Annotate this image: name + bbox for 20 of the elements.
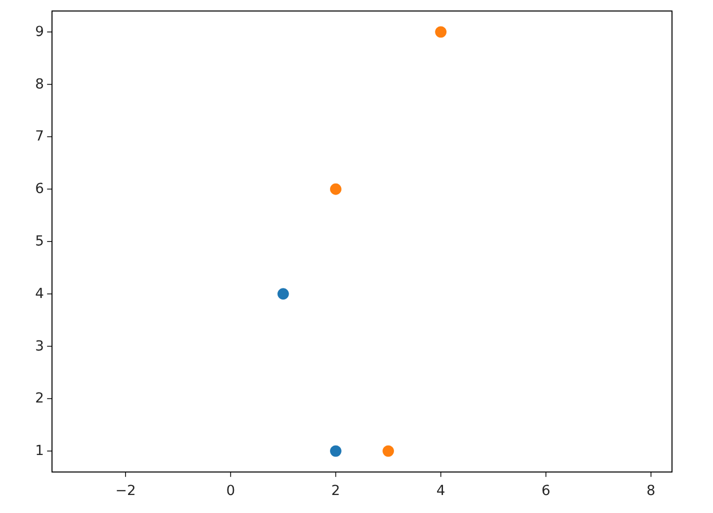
y-tick-label: 7 bbox=[35, 128, 44, 145]
y-tick-label: 3 bbox=[35, 338, 44, 354]
point bbox=[434, 26, 448, 38]
point bbox=[329, 444, 342, 458]
y-tick-label: 2 bbox=[35, 390, 44, 407]
point bbox=[382, 444, 395, 458]
y-tick-label: 1 bbox=[35, 443, 44, 460]
x-tick-label: 6 bbox=[541, 482, 550, 499]
y-tick-label: 6 bbox=[35, 181, 44, 198]
y-tick-label: 8 bbox=[35, 76, 44, 92]
x-tick-label: 8 bbox=[646, 482, 656, 499]
y-tick-label: 5 bbox=[35, 234, 44, 250]
y-tick-label: 9 bbox=[35, 24, 44, 40]
x-tick-label: −2 bbox=[115, 482, 136, 499]
x-tick-label: 4 bbox=[436, 482, 446, 499]
point bbox=[329, 182, 342, 196]
x-tick-label: 2 bbox=[331, 482, 340, 499]
point bbox=[276, 288, 290, 300]
y-tick-label: 4 bbox=[35, 286, 44, 302]
x-tick-label: 0 bbox=[226, 482, 236, 499]
